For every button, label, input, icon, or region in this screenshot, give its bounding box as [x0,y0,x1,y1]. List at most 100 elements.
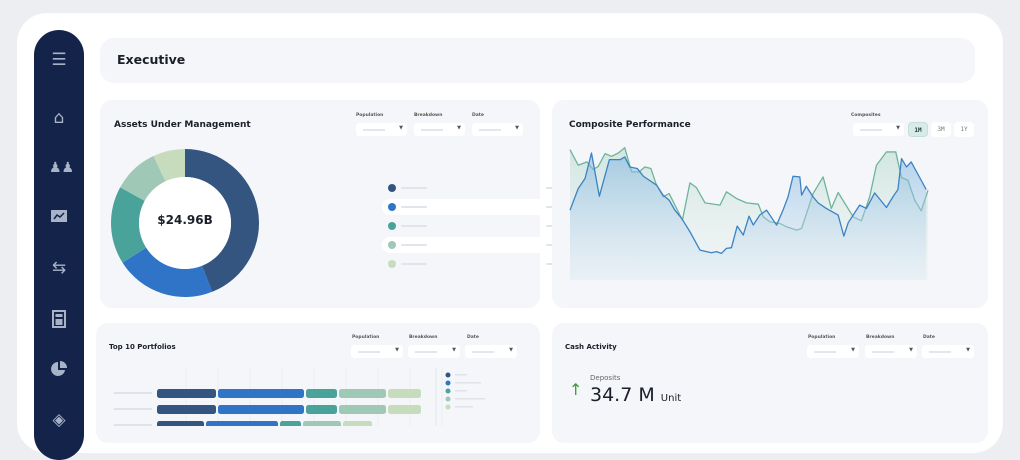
legend-placeholder [455,406,473,408]
chevron-down-icon: ▼ [399,125,403,131]
bar-segment[interactable] [306,389,337,398]
bar-segment[interactable] [306,405,337,414]
donut-slice[interactable] [122,247,213,297]
page-header: Executive [100,38,975,83]
placeholder-label [401,206,427,208]
cash-title: Cash Activity [565,343,617,351]
bar-segment[interactable] [339,405,386,414]
chevron-down-icon: ▼ [509,347,513,353]
legend-placeholder [455,398,485,400]
population-dropdown[interactable]: ▼ [351,345,403,358]
aum-title: Assets Under Management [114,120,251,130]
legend-dot [445,404,451,410]
composites-dropdown[interactable]: ▼ [853,123,904,136]
bar-segment[interactable] [218,405,304,414]
series-line[interactable] [569,147,929,231]
legend-dot [388,203,396,211]
bar-segment[interactable] [206,421,278,426]
bar-segment[interactable] [157,421,204,426]
deposits-unit: Unit [660,393,682,404]
breakdown-label: Breakdown [866,335,895,340]
date-label: Date [472,113,484,118]
placeholder-label [401,263,427,265]
donut-slice[interactable] [185,149,260,292]
chevron-down-icon: ▼ [909,347,913,353]
calculator-icon[interactable] [49,310,69,330]
aum-donut-chart [111,149,260,297]
transfer-icon[interactable]: ⇆ [51,258,67,278]
breakdown-label: Breakdown [409,335,438,340]
legend-dot [388,222,396,230]
bar-segment[interactable] [388,405,421,414]
population-label: Population [356,113,384,118]
users-icon[interactable]: ♟♟ [49,160,75,176]
population-label: Population [352,335,380,340]
donut-hole [139,177,231,269]
pie-chart-icon[interactable] [49,360,69,380]
chevron-down-icon: ▼ [395,347,399,353]
legend-dot [388,241,396,249]
chevron-down-icon: ▼ [966,347,970,353]
layers-icon[interactable]: ◈ [52,410,66,430]
chevron-down-icon: ▼ [452,347,456,353]
menu-icon[interactable]: ☰ [51,50,67,70]
row-label-placeholder [114,408,152,410]
chevron-down-icon: ▼ [896,125,900,131]
breakdown-label: Breakdown [414,113,443,118]
row-label-placeholder [114,424,152,426]
date-label: Date [923,335,935,340]
breakdown-dropdown[interactable]: ▼ [865,345,917,358]
chevron-down-icon: ▼ [515,125,519,131]
bar-segment[interactable] [280,421,301,426]
composite-title: Composite Performance [569,120,691,130]
chart-folder-icon[interactable] [49,208,69,228]
breakdown-dropdown[interactable]: ▼ [414,123,465,136]
legend-placeholder [455,390,467,392]
home-icon[interactable]: ⌂ [53,108,65,128]
page-title: Executive [117,52,186,67]
top10-bar-chart [114,368,485,426]
bar-segment[interactable] [157,389,216,398]
top10-title: Top 10 Portfolios [109,343,176,351]
date-dropdown[interactable]: ▼ [472,123,523,136]
placeholder-label [401,225,427,227]
donut-slice[interactable] [153,149,185,182]
legend-placeholder [455,374,467,376]
series-area [570,152,927,280]
bar-segment[interactable] [303,421,341,426]
date-label: Date [467,335,479,340]
population-dropdown[interactable]: ▼ [356,123,407,136]
population-label: Population [808,335,836,340]
legend-dot [445,372,451,378]
legend-dot [445,380,451,386]
trend-up-icon: ↑ [569,380,583,399]
date-dropdown[interactable]: ▼ [922,345,974,358]
bar-segment[interactable] [388,389,421,398]
legend-dot [445,396,451,402]
cash-card: Cash Activity Population ▼ Breakdown ▼ D… [552,323,988,443]
bar-segment[interactable] [157,405,216,414]
legend-dot [445,388,451,394]
date-dropdown[interactable]: ▼ [465,345,517,358]
sidebar: ☰ ⌂ ♟♟ ⇆ ◈ [34,30,84,460]
range-3m-button[interactable]: 3M [931,122,951,137]
range-1m-button[interactable]: 1M [908,122,928,137]
range-1y-button[interactable]: 1Y [954,122,974,137]
donut-slice[interactable] [111,187,147,263]
population-dropdown[interactable]: ▼ [807,345,859,358]
composite-line-chart [569,147,929,280]
legend-dot [388,184,396,192]
placeholder-label [401,244,427,246]
composites-label: Composites [851,113,881,118]
chevron-down-icon: ▼ [457,125,461,131]
series-line[interactable] [569,152,927,255]
deposits-value: 34.7 M Unit [590,384,681,406]
bar-segment[interactable] [218,389,304,398]
breakdown-dropdown[interactable]: ▼ [408,345,460,358]
donut-slice[interactable] [120,156,166,201]
placeholder-label [401,187,427,189]
legend-dot [388,260,396,268]
bar-segment[interactable] [343,421,372,426]
row-label-placeholder [114,392,152,394]
bar-segment[interactable] [339,389,386,398]
